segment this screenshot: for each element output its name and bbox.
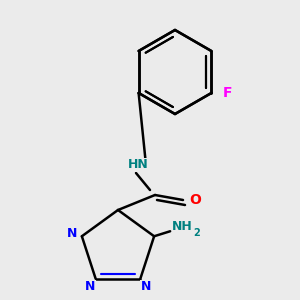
Text: F: F	[223, 86, 232, 100]
Text: 2: 2	[193, 228, 200, 238]
Text: N: N	[141, 280, 152, 293]
Text: NH: NH	[172, 220, 193, 233]
Text: N: N	[85, 280, 95, 293]
Text: N: N	[67, 227, 77, 240]
Text: HN: HN	[128, 158, 148, 172]
Text: O: O	[189, 193, 201, 207]
